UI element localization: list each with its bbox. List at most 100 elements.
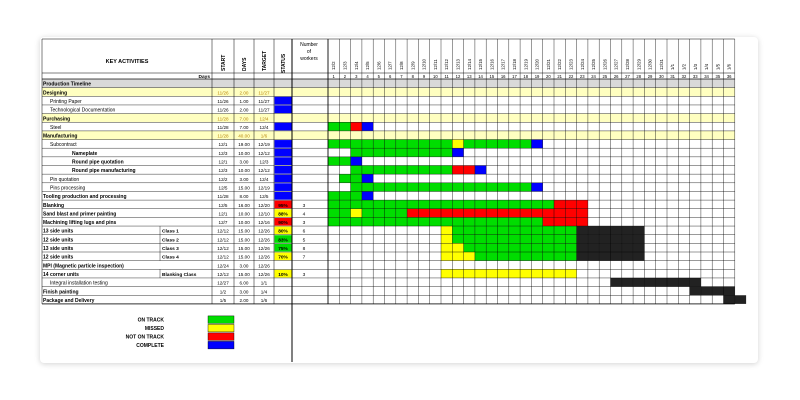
status-cell: [274, 243, 292, 252]
gantt-cell: [339, 174, 351, 183]
gantt-cell: [497, 208, 509, 218]
days-value: 7.00: [240, 125, 249, 130]
row-label: Finish painting: [43, 289, 79, 295]
gantt-cell: [452, 243, 464, 252]
date-header: 1/4: [704, 63, 709, 70]
day-number: 15: [490, 74, 495, 79]
gantt-cell: [441, 139, 453, 149]
gantt-cell: [554, 252, 566, 261]
gantt-cell: [373, 139, 385, 149]
gantt-cell: [644, 277, 656, 287]
gantt-cell: [328, 122, 340, 131]
gantt-cell: [610, 226, 622, 235]
workers-header: Number: [300, 42, 318, 48]
row-label: 12 side units: [43, 255, 74, 261]
gantt-cell: [429, 200, 441, 209]
date-header: 12/19: [523, 58, 528, 70]
workers-value: 3: [303, 272, 306, 278]
gantt-cell: [508, 269, 521, 278]
date-header: 12/31: [659, 58, 664, 70]
gantt-cell: [441, 200, 453, 209]
gantt-cell: [350, 174, 362, 183]
gantt-cell: [689, 277, 701, 287]
start-value: 12/12: [217, 229, 229, 234]
start-value: 12/5: [219, 185, 228, 190]
gantt-cell: [497, 217, 509, 227]
day-number: 23: [580, 74, 585, 79]
workers-value: 5: [303, 237, 306, 243]
status-value: 75%: [278, 246, 288, 252]
gantt-cell: [508, 252, 521, 261]
gantt-cell: [384, 217, 396, 227]
day-number: 32: [682, 74, 687, 79]
gantt-cell: [486, 139, 498, 149]
gantt-cell: [520, 217, 532, 227]
gantt-cell: [361, 148, 374, 157]
gantt-cell: [373, 200, 385, 209]
gantt-cell: [554, 200, 566, 209]
gantt-cell: [452, 234, 464, 244]
gantt-cell: [723, 286, 735, 296]
gantt-cell: [373, 208, 385, 218]
gantt-cell: [576, 226, 588, 235]
status-complete-cell: [274, 105, 292, 114]
gantt-cell: [565, 226, 577, 235]
row-label: Steel: [50, 125, 61, 131]
days-value: 2.00: [240, 108, 249, 113]
gantt-cell: [395, 148, 408, 157]
start-value: 11/28: [217, 194, 229, 199]
day-number: 34: [704, 74, 709, 79]
day-number: 11: [444, 74, 449, 79]
gantt-cell: [520, 252, 532, 261]
target-value: 11/27: [258, 90, 270, 95]
gantt-cell: [384, 148, 396, 157]
gantt-cell: [508, 234, 521, 244]
target-value: 12/26: [258, 263, 270, 268]
gantt-cell: [463, 208, 475, 218]
date-header: 12/12: [444, 58, 449, 70]
gantt-cell: [497, 139, 509, 149]
gantt-cell: [587, 243, 600, 252]
section-row-bg: [42, 113, 735, 123]
gantt-cell: [633, 277, 645, 287]
date-header: 12/25: [591, 58, 596, 70]
gantt-cell: [587, 226, 600, 235]
gantt-cell: [395, 139, 408, 149]
gantt-cell: [361, 208, 374, 218]
gantt-cell: [497, 269, 509, 278]
gantt-cell: [554, 208, 566, 218]
gantt-cell: [531, 208, 543, 218]
start-value: 11/26: [217, 99, 229, 104]
gantt-cell: [497, 226, 509, 235]
start-value: 12/2: [219, 177, 228, 182]
gantt-cell: [407, 182, 419, 192]
day-number: 5: [378, 74, 381, 79]
date-header: 12/10: [422, 58, 427, 70]
start-value: 12/12: [217, 237, 229, 242]
legend-swatch: [207, 324, 235, 333]
section-label: Purchasing: [43, 116, 70, 122]
days-value: 8.00: [240, 194, 249, 199]
gantt-cell: [463, 234, 475, 244]
gantt-cell: [361, 200, 374, 209]
start-value: 12/1: [219, 160, 228, 165]
day-number: 7: [400, 74, 403, 79]
gantt-cell: [621, 252, 634, 261]
gantt-cell: [463, 139, 475, 149]
gantt-cell: [429, 165, 441, 175]
gantt-cell: [350, 165, 362, 175]
gantt-cell: [384, 208, 396, 218]
gantt-cell: [520, 269, 532, 278]
day-number: 24: [591, 74, 596, 79]
days-value: 3.00: [240, 263, 249, 268]
class-label: Class 1: [162, 229, 179, 235]
date-header: 12/6: [376, 61, 381, 70]
gantt-cell: [441, 148, 453, 157]
start-value: 12/24: [217, 263, 229, 268]
gantt-cell: [452, 139, 464, 149]
gantt-cell: [373, 148, 385, 157]
row-label: Sand blast and primer painting: [43, 211, 116, 217]
gantt-cell: [328, 191, 340, 201]
gantt-cell: [328, 217, 340, 227]
workers-value: 4: [303, 211, 306, 217]
